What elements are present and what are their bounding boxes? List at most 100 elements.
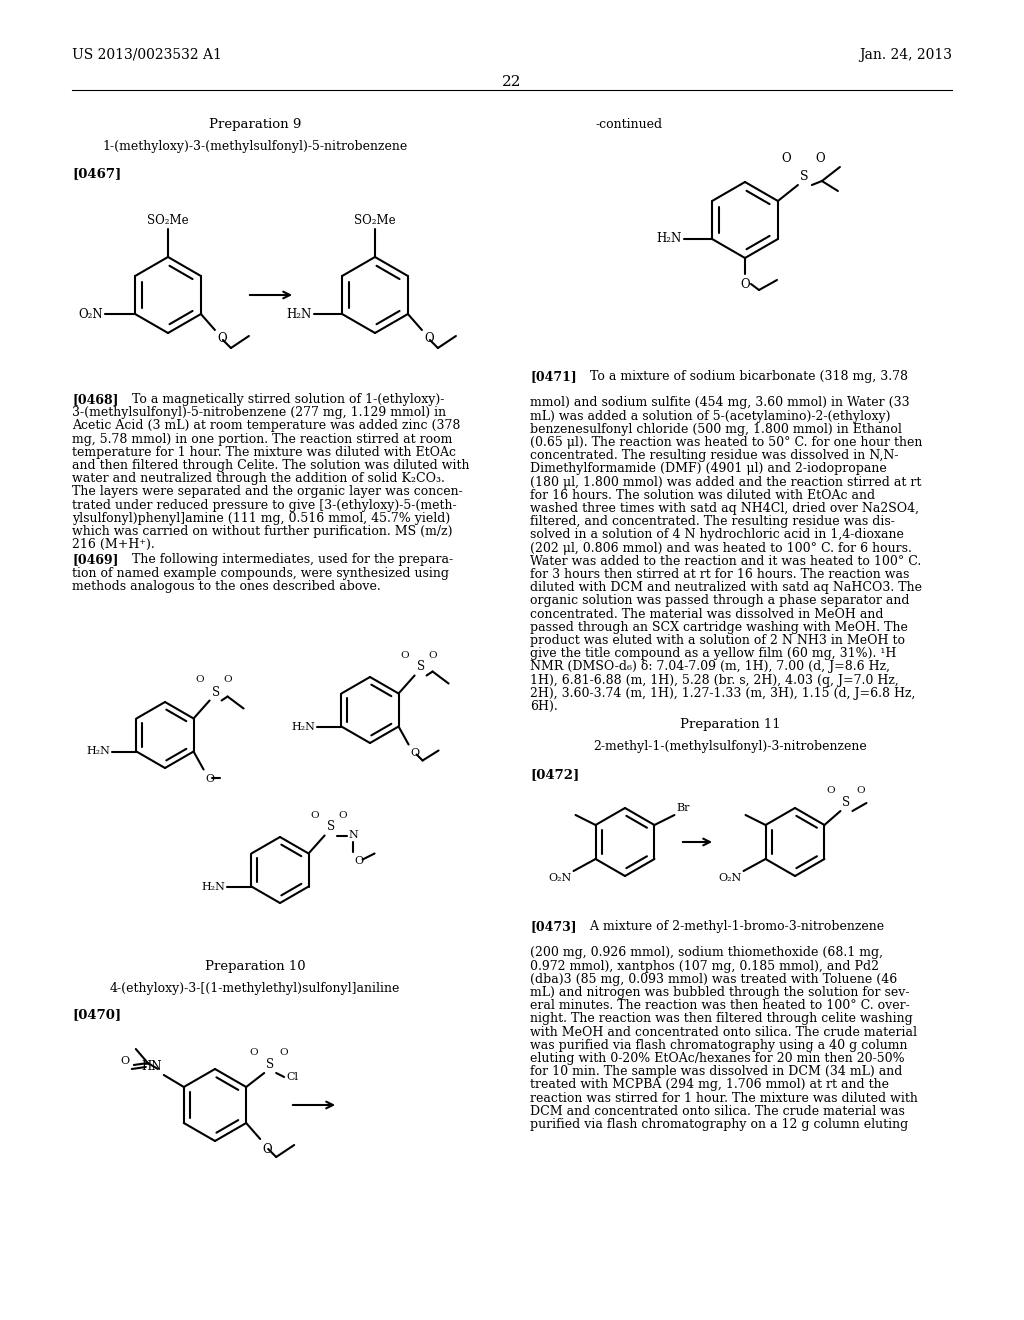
- Text: for 3 hours then stirred at rt for 16 hours. The reaction was: for 3 hours then stirred at rt for 16 ho…: [530, 568, 909, 581]
- Text: 1-(methyloxy)-3-(methylsulfonyl)-5-nitrobenzene: 1-(methyloxy)-3-(methylsulfonyl)-5-nitro…: [102, 140, 408, 153]
- Text: H₂N: H₂N: [287, 308, 312, 321]
- Text: ylsulfonyl)phenyl]amine (111 mg, 0.516 mmol, 45.7% yield): ylsulfonyl)phenyl]amine (111 mg, 0.516 m…: [72, 512, 451, 525]
- Text: O: O: [424, 333, 433, 345]
- Text: O₂N: O₂N: [79, 308, 103, 321]
- Text: S: S: [266, 1059, 274, 1071]
- Text: O: O: [815, 152, 824, 165]
- Text: (0.65 μl). The reaction was heated to 50° C. for one hour then: (0.65 μl). The reaction was heated to 50…: [530, 436, 923, 449]
- Text: (180 μl, 1.800 mmol) was added and the reaction stirred at rt: (180 μl, 1.800 mmol) was added and the r…: [530, 475, 922, 488]
- Text: 3-(methylsulfonyl)-5-nitrobenzene (277 mg, 1.129 mmol) in: 3-(methylsulfonyl)-5-nitrobenzene (277 m…: [72, 407, 446, 420]
- Text: O₂N: O₂N: [718, 873, 741, 883]
- Text: (dba)3 (85 mg, 0.093 mmol) was treated with Toluene (46: (dba)3 (85 mg, 0.093 mmol) was treated w…: [530, 973, 897, 986]
- Text: A mixture of 2-methyl-1-bromo-3-nitrobenzene: A mixture of 2-methyl-1-bromo-3-nitroben…: [582, 920, 884, 933]
- Text: O: O: [411, 748, 420, 759]
- Text: H₂N: H₂N: [656, 232, 682, 246]
- Text: [0467]: [0467]: [72, 168, 121, 180]
- Text: O: O: [826, 785, 835, 795]
- Text: and then filtered through Celite. The solution was diluted with: and then filtered through Celite. The so…: [72, 459, 469, 473]
- Text: with MeOH and concentrated onto silica. The crude material: with MeOH and concentrated onto silica. …: [530, 1026, 918, 1039]
- Text: O: O: [206, 774, 215, 784]
- Text: product was eluted with a solution of 2 N NH3 in MeOH to: product was eluted with a solution of 2 …: [530, 634, 905, 647]
- Text: organic solution was passed through a phase separator and: organic solution was passed through a ph…: [530, 594, 909, 607]
- Text: mmol) and sodium sulfite (454 mg, 3.60 mmol) in Water (33: mmol) and sodium sulfite (454 mg, 3.60 m…: [530, 396, 909, 409]
- Text: O: O: [400, 651, 409, 660]
- Text: was purified via flash chromatography using a 40 g column: was purified via flash chromatography us…: [530, 1039, 907, 1052]
- Text: [0470]: [0470]: [72, 1008, 121, 1020]
- Text: 216 (M+H⁺).: 216 (M+H⁺).: [72, 539, 155, 552]
- Text: methods analogous to the ones described above.: methods analogous to the ones described …: [72, 579, 381, 593]
- Text: O₂N: O₂N: [548, 873, 571, 883]
- Text: -continued: -continued: [595, 117, 663, 131]
- Text: O: O: [428, 651, 437, 660]
- Text: benzenesulfonyl chloride (500 mg, 1.800 mmol) in Ethanol: benzenesulfonyl chloride (500 mg, 1.800 …: [530, 422, 902, 436]
- Text: night. The reaction was then filtered through celite washing: night. The reaction was then filtered th…: [530, 1012, 912, 1026]
- Text: trated under reduced pressure to give [3-(ethyloxy)-5-(meth-: trated under reduced pressure to give [3…: [72, 499, 457, 512]
- Text: eral minutes. The reaction was then heated to 100° C. over-: eral minutes. The reaction was then heat…: [530, 999, 909, 1012]
- Text: mL) was added a solution of 5-(acetylamino)-2-(ethyloxy): mL) was added a solution of 5-(acetylami…: [530, 409, 891, 422]
- Text: Cl: Cl: [286, 1072, 298, 1082]
- Text: mg, 5.78 mmol) in one portion. The reaction stirred at room: mg, 5.78 mmol) in one portion. The react…: [72, 433, 453, 446]
- Text: for 16 hours. The solution was diluted with EtOAc and: for 16 hours. The solution was diluted w…: [530, 488, 876, 502]
- Text: concentrated. The resulting residue was dissolved in N,N-: concentrated. The resulting residue was …: [530, 449, 898, 462]
- Text: O: O: [250, 1048, 258, 1057]
- Text: temperature for 1 hour. The mixture was diluted with EtOAc: temperature for 1 hour. The mixture was …: [72, 446, 456, 459]
- Text: S: S: [800, 170, 808, 183]
- Text: S: S: [327, 821, 335, 833]
- Text: NMR (DMSO-d₆) δ: 7.04-7.09 (m, 1H), 7.00 (d, J=8.6 Hz,: NMR (DMSO-d₆) δ: 7.04-7.09 (m, 1H), 7.00…: [530, 660, 890, 673]
- Text: [0473]: [0473]: [530, 920, 577, 933]
- Text: Preparation 9: Preparation 9: [209, 117, 301, 131]
- Text: 2H), 3.60-3.74 (m, 1H), 1.27-1.33 (m, 3H), 1.15 (d, J=6.8 Hz,: 2H), 3.60-3.74 (m, 1H), 1.27-1.33 (m, 3H…: [530, 686, 915, 700]
- Text: O: O: [217, 333, 226, 345]
- Text: treated with MCPBA (294 mg, 1.706 mmol) at rt and the: treated with MCPBA (294 mg, 1.706 mmol) …: [530, 1078, 889, 1092]
- Text: [0468]: [0468]: [72, 393, 119, 407]
- Text: [0472]: [0472]: [530, 768, 580, 781]
- Text: mL) and nitrogen was bubbled through the solution for sev-: mL) and nitrogen was bubbled through the…: [530, 986, 909, 999]
- Text: concentrated. The material was dissolved in MeOH and: concentrated. The material was dissolved…: [530, 607, 884, 620]
- Text: Jan. 24, 2013: Jan. 24, 2013: [859, 48, 952, 62]
- Text: S: S: [843, 796, 851, 809]
- Text: S: S: [212, 685, 220, 698]
- Text: H₂N: H₂N: [202, 882, 225, 891]
- Text: O: O: [856, 785, 864, 795]
- Text: 0.972 mmol), xantphos (107 mg, 0.185 mmol), and Pd2: 0.972 mmol), xantphos (107 mg, 0.185 mmo…: [530, 960, 879, 973]
- Text: Acetic Acid (3 mL) at room temperature was added zinc (378: Acetic Acid (3 mL) at room temperature w…: [72, 420, 461, 433]
- Text: Dimethylformamide (DMF) (4901 μl) and 2-iodopropane: Dimethylformamide (DMF) (4901 μl) and 2-…: [530, 462, 887, 475]
- Text: The layers were separated and the organic layer was concen-: The layers were separated and the organi…: [72, 486, 463, 499]
- Text: purified via flash chromatography on a 12 g column eluting: purified via flash chromatography on a 1…: [530, 1118, 908, 1131]
- Text: diluted with DCM and neutralized with satd aq NaHCO3. The: diluted with DCM and neutralized with sa…: [530, 581, 922, 594]
- Text: O: O: [310, 810, 318, 820]
- Text: washed three times with satd aq NH4Cl, dried over Na2SO4,: washed three times with satd aq NH4Cl, d…: [530, 502, 919, 515]
- Text: US 2013/0023532 A1: US 2013/0023532 A1: [72, 48, 222, 62]
- Text: 6H).: 6H).: [530, 700, 558, 713]
- Text: Preparation 11: Preparation 11: [680, 718, 780, 731]
- Text: SO₂Me: SO₂Me: [354, 214, 396, 227]
- Text: SO₂Me: SO₂Me: [147, 214, 188, 227]
- Text: O: O: [740, 279, 750, 290]
- Text: filtered, and concentrated. The resulting residue was dis-: filtered, and concentrated. The resultin…: [530, 515, 895, 528]
- Text: 1H), 6.81-6.88 (m, 1H), 5.28 (br. s, 2H), 4.03 (q, J=7.0 Hz,: 1H), 6.81-6.88 (m, 1H), 5.28 (br. s, 2H)…: [530, 673, 899, 686]
- Text: tion of named example compounds, were synthesized using: tion of named example compounds, were sy…: [72, 566, 449, 579]
- Text: (202 μl, 0.806 mmol) and was heated to 100° C. for 6 hours.: (202 μl, 0.806 mmol) and was heated to 1…: [530, 541, 912, 554]
- Text: solved in a solution of 4 N hydrochloric acid in 1,4-dioxane: solved in a solution of 4 N hydrochloric…: [530, 528, 904, 541]
- Text: O: O: [280, 1048, 289, 1057]
- Text: Preparation 10: Preparation 10: [205, 960, 305, 973]
- Text: H₂N: H₂N: [87, 747, 111, 756]
- Text: passed through an SCX cartridge washing with MeOH. The: passed through an SCX cartridge washing …: [530, 620, 908, 634]
- Text: O: O: [262, 1143, 271, 1156]
- Text: 2-methyl-1-(methylsulfonyl)-3-nitrobenzene: 2-methyl-1-(methylsulfonyl)-3-nitrobenze…: [593, 741, 867, 752]
- Text: Water was added to the reaction and it was heated to 100° C.: Water was added to the reaction and it w…: [530, 554, 922, 568]
- Text: which was carried on without further purification. MS (m/z): which was carried on without further pur…: [72, 525, 453, 539]
- Text: O: O: [781, 152, 791, 165]
- Text: give the title compound as a yellow film (60 mg, 31%). ¹H: give the title compound as a yellow film…: [530, 647, 896, 660]
- Text: S: S: [417, 660, 425, 673]
- Text: for 10 min. The sample was dissolved in DCM (34 mL) and: for 10 min. The sample was dissolved in …: [530, 1065, 902, 1078]
- Text: O: O: [223, 676, 231, 685]
- Text: HN: HN: [141, 1060, 162, 1073]
- Text: (200 mg, 0.926 mmol), sodium thiomethoxide (68.1 mg,: (200 mg, 0.926 mmol), sodium thiomethoxi…: [530, 946, 883, 960]
- Text: O: O: [338, 810, 347, 820]
- Text: O: O: [121, 1056, 130, 1067]
- Text: O: O: [354, 855, 364, 866]
- Text: Br: Br: [677, 803, 690, 813]
- Text: 22: 22: [502, 75, 522, 88]
- Text: [0471]: [0471]: [530, 370, 577, 383]
